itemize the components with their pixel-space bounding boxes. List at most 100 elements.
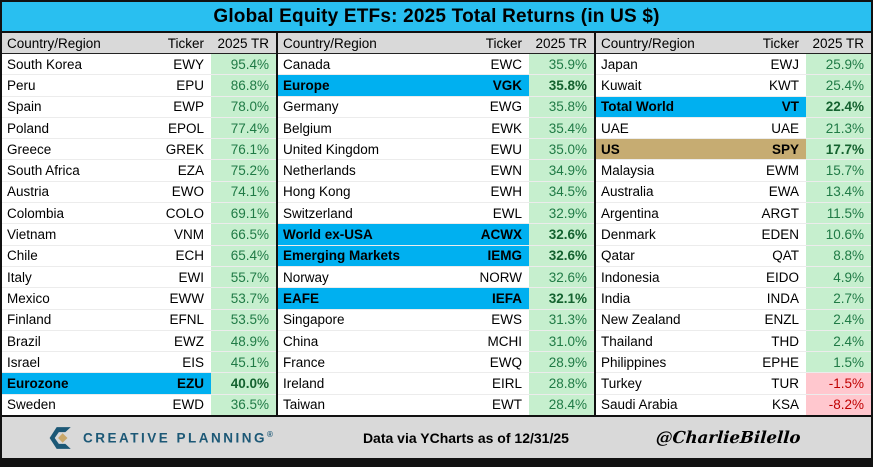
return-cell: 78.0% <box>211 96 276 117</box>
country-cell: Germany <box>283 99 339 115</box>
country-cell: Mexico <box>7 290 50 306</box>
country-cell: China <box>283 333 319 349</box>
row-label-area: Mexico EWW <box>2 288 211 308</box>
country-cell: France <box>283 354 326 370</box>
return-cell: 32.6% <box>529 266 594 288</box>
return-cell: 35.9% <box>529 54 594 75</box>
table-row: Brazil EWZ 48.9% <box>2 330 276 353</box>
column-header-country: Country/Region <box>283 35 377 51</box>
ticker-cell: EWT <box>492 397 522 413</box>
return-cell: 35.0% <box>529 139 594 160</box>
brand-trademark: ® <box>267 429 276 439</box>
column-header-row: Country/Region Ticker 2025 TR <box>2 33 276 54</box>
return-cell: 48.9% <box>211 330 276 352</box>
return-cell: 32.9% <box>529 203 594 224</box>
ticker-cell: NORW <box>479 269 523 285</box>
ticker-cell: KSA <box>771 397 799 413</box>
row-label-area: France EWQ <box>278 352 529 372</box>
column-header-country: Country/Region <box>7 35 101 51</box>
country-cell: Japan <box>601 56 638 72</box>
table-row: India INDA 2.7% <box>596 288 871 310</box>
row-label-area: Indonesia EIDO <box>596 267 806 287</box>
ticker-cell: VT <box>781 99 799 115</box>
table-row: Saudi Arabia KSA -8.2% <box>596 394 871 416</box>
ticker-cell: EWG <box>489 99 522 115</box>
table-row: Greece GREK 76.1% <box>2 139 276 161</box>
row-label-area: Brazil EWZ <box>2 331 211 351</box>
country-cell: United Kingdom <box>283 141 380 157</box>
country-cell: Indonesia <box>601 269 660 285</box>
return-cell: 17.7% <box>806 139 871 160</box>
row-label-area: Qatar QAT <box>596 246 806 266</box>
return-cell: 36.5% <box>211 394 276 416</box>
row-label-area: Denmark EDEN <box>596 224 806 244</box>
table-row: Israel EIS 45.1% <box>2 352 276 374</box>
table-group-3: Country/Region Ticker 2025 TR Japan EWJ 25.9%… <box>594 33 871 416</box>
table-row: Poland EPOL 77.4% <box>2 117 276 140</box>
return-cell: 40.0% <box>211 373 276 394</box>
return-cell: 2.4% <box>806 330 871 352</box>
country-cell: Switzerland <box>283 205 353 221</box>
ticker-cell: EZA <box>177 163 204 179</box>
column-header-row: Country/Region Ticker 2025 TR <box>596 33 871 54</box>
table-row: Turkey TUR -1.5% <box>596 373 871 395</box>
row-label-area: Greece GREK <box>2 139 211 159</box>
country-cell: EAFE <box>283 290 320 306</box>
row-label-area: Singapore EWS <box>278 310 529 330</box>
table-row: Netherlands EWN 34.9% <box>278 160 594 182</box>
country-cell: Colombia <box>7 205 65 221</box>
table-row: United Kingdom EWU 35.0% <box>278 139 594 161</box>
data-source-note: Data via YCharts as of 12/31/25 <box>362 429 569 446</box>
ticker-cell: IEFA <box>491 290 522 306</box>
table-body: Country/Region Ticker 2025 TR South Korea EW… <box>2 33 871 416</box>
row-label-area: Australia EWA <box>596 182 806 202</box>
country-cell: Norway <box>283 269 329 285</box>
ticker-cell: UAE <box>771 120 799 136</box>
ticker-cell: EFNL <box>169 312 204 328</box>
return-cell: 45.1% <box>211 352 276 373</box>
country-cell: Hong Kong <box>283 184 351 200</box>
ticker-cell: IEMG <box>487 248 522 264</box>
table-row: Malaysia EWM 15.7% <box>596 160 871 182</box>
table-row: South Africa EZA 75.2% <box>2 160 276 182</box>
country-cell: Europe <box>283 77 330 93</box>
ticker-cell: EWW <box>169 290 205 306</box>
row-label-area: India INDA <box>596 288 806 308</box>
table-row: Denmark EDEN 10.6% <box>596 224 871 246</box>
ticker-cell: EPHE <box>762 354 799 370</box>
table-row: Switzerland EWL 32.9% <box>278 203 594 225</box>
table-row: France EWQ 28.9% <box>278 352 594 374</box>
row-label-area: Israel EIS <box>2 352 211 372</box>
column-header-ticker: Ticker <box>485 35 522 51</box>
table-row: Europe VGK 35.8% <box>278 75 594 97</box>
return-cell: 25.4% <box>806 75 871 96</box>
row-label-area: Poland EPOL <box>2 118 211 138</box>
country-cell: South Africa <box>7 163 80 179</box>
country-cell: Emerging Markets <box>283 248 401 264</box>
row-label-area: Austria EWO <box>2 182 211 202</box>
table-group-2: Country/Region Ticker 2025 TR Canada EWC 35.9… <box>276 33 594 416</box>
ticker-cell: SPY <box>771 141 799 157</box>
table-row: Sweden EWD 36.5% <box>2 394 276 416</box>
ticker-cell: EWM <box>766 163 799 179</box>
return-cell: 2.4% <box>806 309 871 330</box>
ticker-cell: EWO <box>171 184 204 200</box>
country-cell: South Korea <box>7 56 83 72</box>
rows-container: Canada EWC 35.9% Europe VGK 35.8% Germany EWG 35… <box>278 54 594 416</box>
ticker-cell: EWK <box>491 120 522 136</box>
return-cell: 25.9% <box>806 54 871 75</box>
return-cell: 65.4% <box>211 245 276 266</box>
return-cell: 13.4% <box>806 181 871 203</box>
table-row: Argentina ARGT 11.5% <box>596 203 871 225</box>
row-label-area: Norway NORW <box>278 267 529 287</box>
return-cell: 28.8% <box>529 373 594 394</box>
ticker-cell: THD <box>771 333 799 349</box>
row-label-area: UAE UAE <box>596 118 806 138</box>
table-row: New Zealand ENZL 2.4% <box>596 309 871 331</box>
ticker-cell: EIS <box>182 354 204 370</box>
bottom-border-bar <box>2 458 871 465</box>
country-cell: Poland <box>7 120 50 136</box>
row-label-area: Germany EWG <box>278 97 529 117</box>
table-row: Indonesia EIDO 4.9% <box>596 266 871 289</box>
country-cell: Vietnam <box>7 227 57 243</box>
